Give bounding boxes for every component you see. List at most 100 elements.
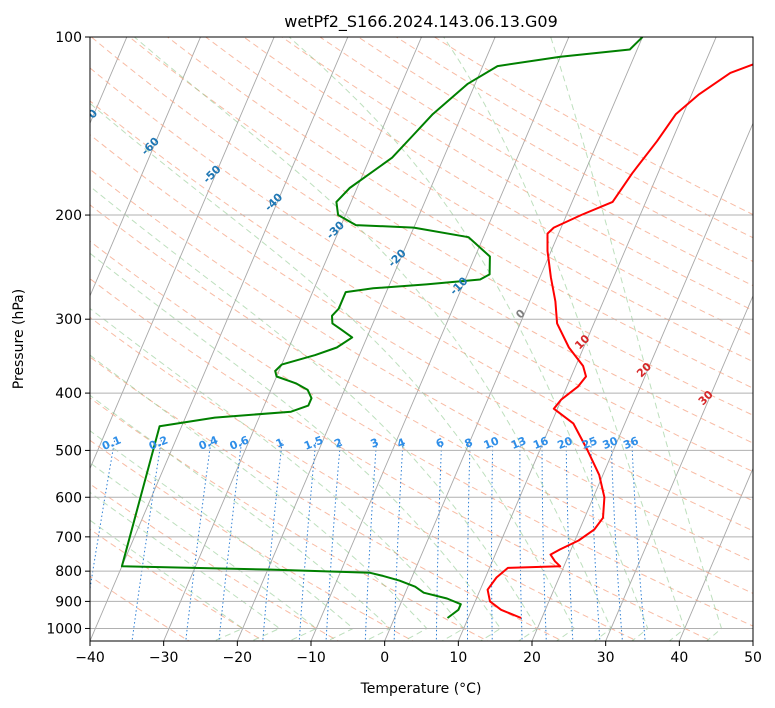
moist-adiabat-line [90,462,318,641]
x-tick-label: 30 [597,650,615,666]
mixing-ratio-label: 20 [555,434,574,452]
y-tick-label: 700 [55,530,82,546]
dry-adiabat-label: -30 [324,218,347,241]
moist-adiabat-line [90,185,538,641]
isobar-grid [90,37,753,629]
mixing-ratio-line [541,439,547,641]
moist-adiabat-line [90,307,465,641]
y-axis-ticks: 100 200 300 400 500 600 700 800 900 1000 [46,30,90,637]
moist-adiabat-line [550,37,723,641]
dry-adiabat-label: 10 [572,332,592,352]
isotherm-line [605,294,753,641]
moist-adiabat-line [90,102,575,641]
isotherm-line [384,37,643,641]
moist-adiabat-line [90,252,502,641]
mixing-ratio-label: 8 [463,436,475,451]
mixing-ratio-label: 16 [531,434,550,452]
x-tick-label: 50 [744,650,762,666]
dry-adiabat-line [90,316,639,641]
moist-adiabat-line [443,37,686,641]
dry-adiabat-line [319,37,753,287]
dry-adiabat-line [90,356,564,641]
dry-adiabat-label: -50 [200,162,223,185]
dry-adiabat-label: -70 [77,107,100,130]
temperature-profile-line [486,63,753,619]
moist-adiabat-line [90,491,281,641]
dry-adiabat-label: 20 [634,360,654,380]
mixing-ratio-label: 3 [369,436,381,451]
x-tick-label: −20 [223,650,253,666]
moist-adiabat-line [90,430,355,641]
mixing-ratio-line [393,439,404,641]
plot-frame [89,36,754,642]
mixing-ratio-line [491,439,494,641]
mixing-ratio-label: 0.4 [197,433,220,452]
mixing-ratio-line [185,439,212,641]
dry-adiabat-line [129,37,753,416]
mixing-ratio-line [218,439,243,641]
isotherm-line [0,10,65,653]
isotherm-line [457,37,717,641]
dry-adiabat-line [90,134,753,532]
y-tick-label: 400 [55,386,82,402]
mixing-ratio-line [262,439,283,641]
mixing-ratio-line [131,439,162,641]
mixing-ratio-label: 10 [482,434,501,452]
x-tick-label: −40 [75,650,105,666]
dewpoint-profile-line [120,37,644,619]
dry-adiabat-line [90,483,340,641]
y-tick-label: 500 [55,443,82,459]
isotherm-line [678,467,753,641]
mixing-ratio-line [435,439,443,641]
isotherm-line [90,37,128,125]
mixing-ratio-label: 1 [274,436,286,451]
y-tick-label: 100 [55,30,82,46]
isotherm-line [310,37,570,641]
dry-adiabat-label: -80 [15,79,38,102]
isotherm-line [90,37,349,641]
x-tick-label: −10 [296,650,326,666]
y-tick-label: 200 [55,208,82,224]
x-tick-label: 20 [523,650,541,666]
dry-adiabat-line [90,37,753,444]
dry-adiabat-label: -20 [386,246,409,269]
moist-adiabat-line [90,519,244,641]
dry-adiabat-label: -10 [447,274,470,297]
y-tick-label: 1000 [46,621,82,637]
dry-adiabat-line [243,37,753,337]
x-tick-label: 40 [670,650,688,666]
profile-lines [120,37,753,619]
dry-adiabat-line [90,168,753,563]
y-tick-label: 600 [55,490,82,506]
mixing-ratio-label: 13 [509,434,528,452]
isotherm-line [752,639,753,641]
isotherm-line [236,37,496,641]
y-tick-label: 800 [55,564,82,580]
plot-area: -100-90-80-70-60-50-40-30-20-10010203040… [0,10,753,653]
mixing-ratio-line [364,439,378,641]
mixing-ratio-label: 4 [395,436,407,451]
dry-adiabat-line [90,100,753,502]
isotherm-line [163,37,422,641]
dry-adiabat-line [205,37,753,363]
x-tick-label: 10 [449,650,467,666]
moist-adiabat-line [90,354,428,641]
y-tick-label: 300 [55,312,82,328]
mixing-ratio-line [90,439,116,592]
dry-adiabat-line [90,439,414,641]
x-axis-ticks: −40 −30 −20 −10 0 10 20 30 40 50 [75,641,762,666]
dry-adiabat-label: 30 [696,388,716,408]
mixing-ratio-label: 36 [621,434,640,452]
dry-adiabat-line [90,397,489,641]
dry-adiabat-line [90,278,713,641]
mixing-ratio-label: 2 [332,436,344,451]
dry-adiabat-line [434,37,753,216]
x-tick-label: −30 [149,650,179,666]
mixing-ratio-label: 0.6 [228,433,251,452]
dry-adiabat-line [90,204,753,594]
dry-adiabat-line [167,37,753,389]
dry-adiabat-line [90,67,753,473]
adiabat-labels: -100-90-80-70-60-50-40-30-20-10010203040… [15,79,716,453]
y-tick-label: 900 [55,594,82,610]
